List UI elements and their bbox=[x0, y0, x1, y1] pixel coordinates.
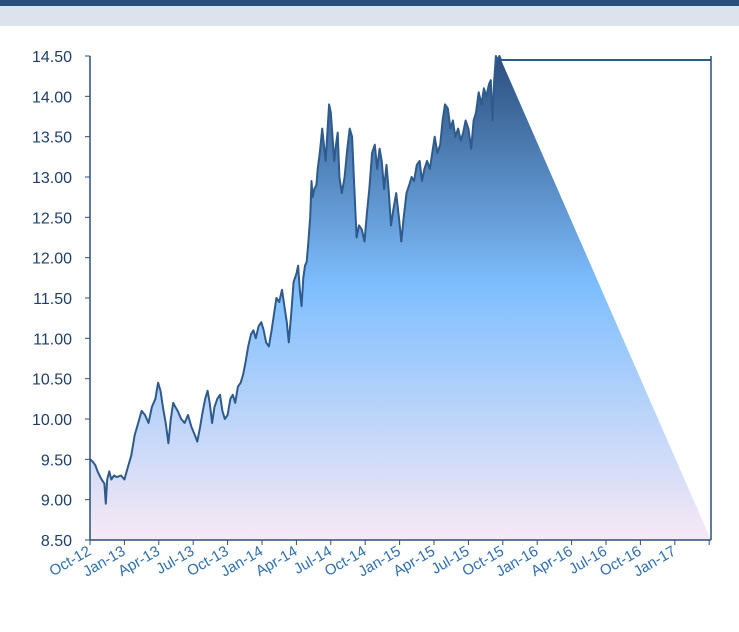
y-tick-label: 13.00 bbox=[32, 170, 72, 187]
y-tick-label: 11.00 bbox=[33, 331, 72, 348]
series-line bbox=[89, 55, 711, 505]
header-subbar bbox=[0, 6, 739, 26]
y-tick-label: 10.00 bbox=[32, 412, 72, 429]
y-tick-label: 12.00 bbox=[32, 251, 72, 268]
y-tick-label: 12.50 bbox=[32, 210, 72, 227]
area-layer bbox=[89, 55, 711, 540]
y-tick-label: 8.50 bbox=[41, 533, 72, 550]
y-tick-label: 14.50 bbox=[32, 49, 72, 66]
y-tick-label: 14.00 bbox=[32, 89, 72, 106]
y-tick-label: 9.50 bbox=[41, 452, 72, 469]
price-area-chart: 14.50 14.00 13.50 13.00 12.50 12.00 11.50 11.00… bbox=[32, 49, 712, 580]
y-tick-label: 9.00 bbox=[41, 493, 72, 510]
y-axis-ticks: 14.50 14.00 13.50 13.00 12.50 12.00 11.50 11.00… bbox=[32, 49, 90, 550]
y-tick-label: 13.50 bbox=[32, 130, 72, 147]
y-tick-label: 10.50 bbox=[32, 372, 72, 389]
x-axis-ticks: Oct-12Jan-13Apr-13Jul-13Oct-13Jan-14Apr-… bbox=[47, 540, 710, 580]
header-bar bbox=[0, 0, 739, 6]
area-fill bbox=[90, 56, 711, 540]
y-tick-label: 11.50 bbox=[33, 291, 72, 308]
